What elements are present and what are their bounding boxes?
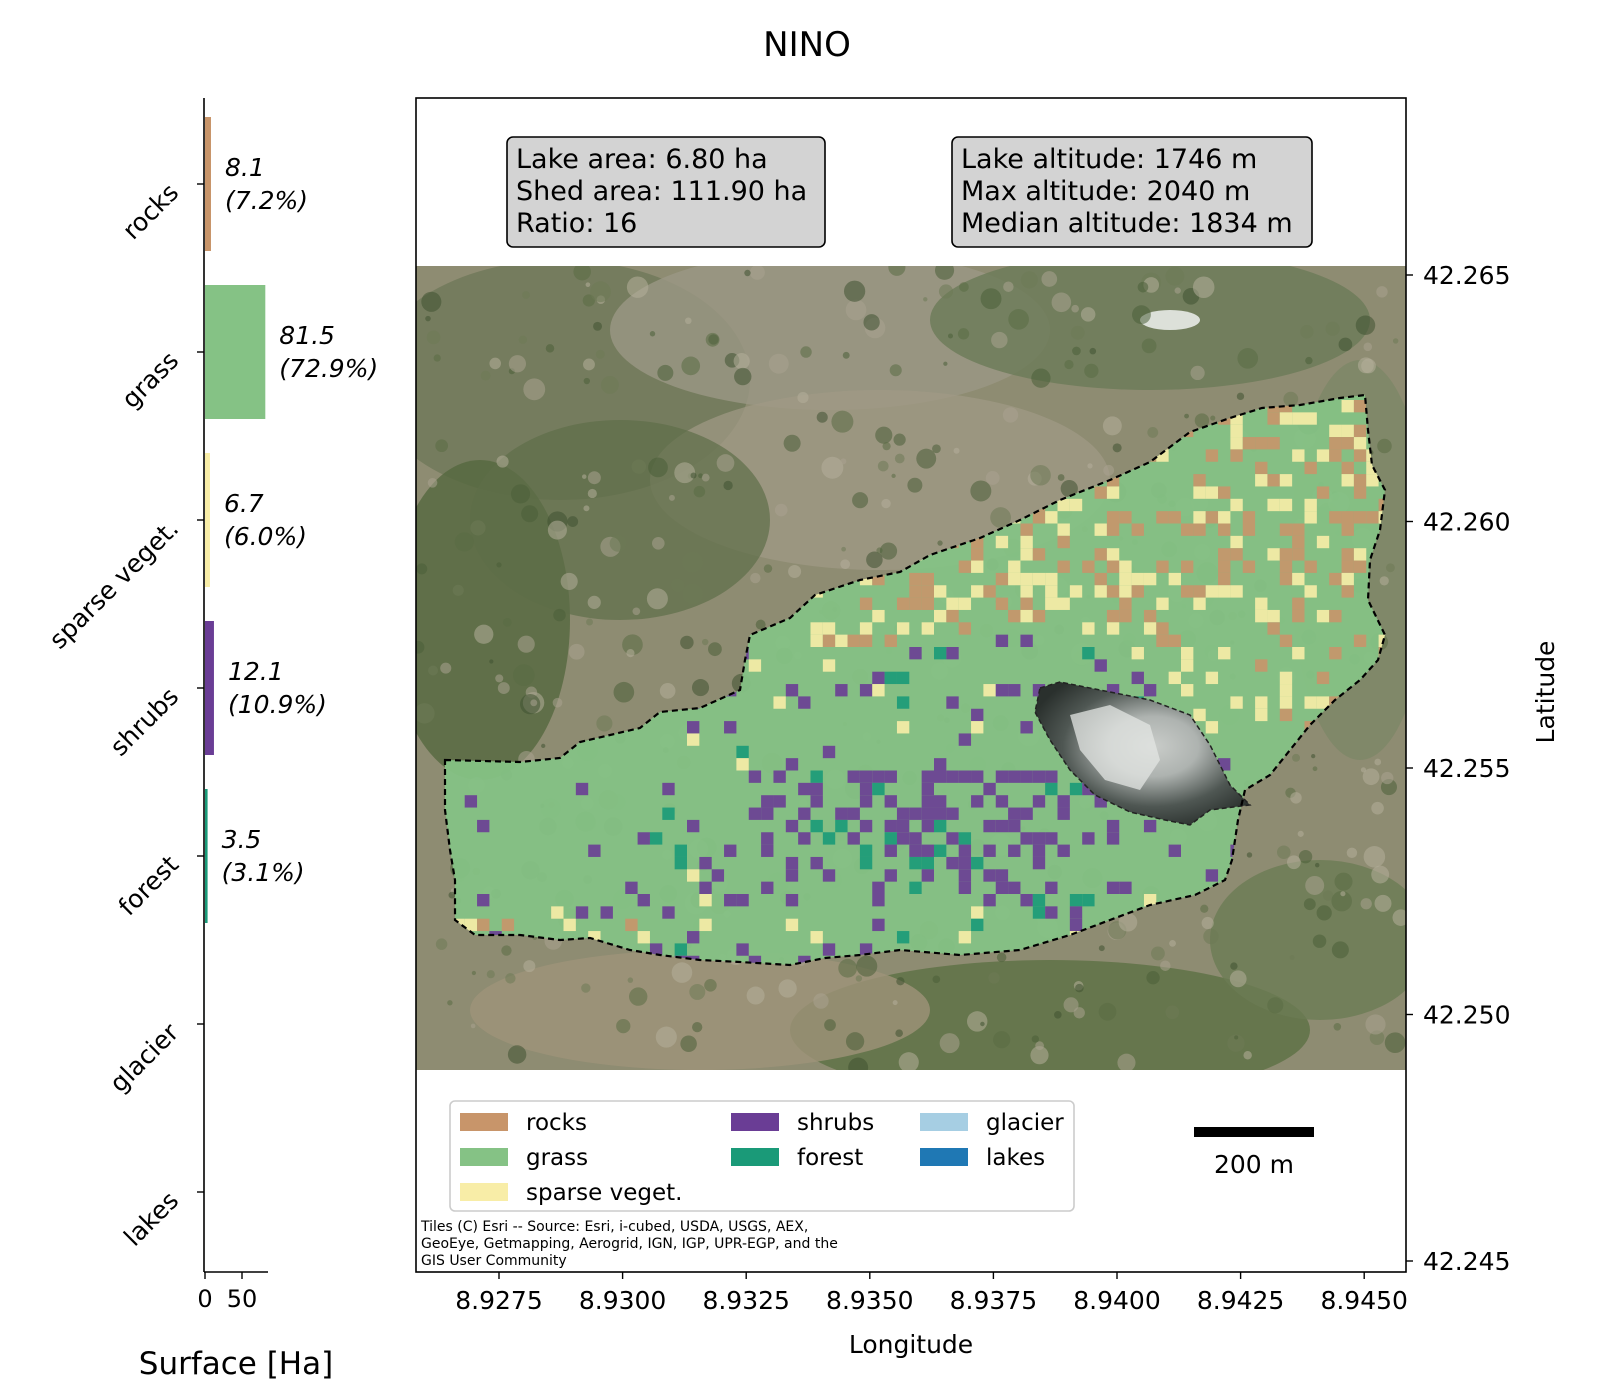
bar-chart-xlabel: Surface [Ha] — [139, 1346, 333, 1382]
info-lake-area: Lake area: 6.80 ha — [516, 144, 768, 175]
legend-label: rocks — [526, 1110, 587, 1136]
legend-swatch — [920, 1113, 968, 1131]
map-ytick-label: 42.245 — [1423, 1247, 1510, 1276]
bar-rocks — [205, 117, 211, 251]
bar-category-label: forest — [113, 850, 185, 922]
legend-label: lakes — [986, 1145, 1045, 1171]
attribution: Tiles (C) Esri -- Source: Esri, i-cubed,… — [420, 1219, 838, 1269]
legend-label: glacier — [986, 1110, 1064, 1136]
info-box-lake-shed: Lake area: 6.80 ha Shed area: 111.90 ha … — [506, 136, 826, 248]
bar-value-label: 81.5 — [279, 321, 335, 350]
map-xtick-label: 8.9450 — [1320, 1286, 1407, 1315]
bar-category-label: lakes — [118, 1186, 184, 1252]
legend-label: shrubs — [797, 1110, 874, 1136]
bar-percent-label: (72.9%) — [279, 354, 378, 383]
bar-category-label: sparse veget. — [44, 514, 185, 655]
info-median-altitude: Median altitude: 1834 m — [961, 208, 1293, 239]
bar-xtick-label-0: 0 — [197, 1285, 212, 1313]
map-ytick-label: 42.255 — [1423, 754, 1510, 783]
bar-sparse-veget — [205, 453, 210, 587]
bar-forest — [205, 789, 208, 923]
bar-category-label: glacier — [104, 1017, 185, 1098]
bar-xtick-label-50: 50 — [227, 1285, 258, 1313]
map-ytick-label: 42.265 — [1423, 261, 1510, 290]
bar-value-label: 6.7 — [224, 489, 264, 518]
map-xtick-label: 8.9400 — [1073, 1286, 1160, 1315]
bar-percent-label: (3.1%) — [222, 858, 305, 887]
legend-swatch — [460, 1113, 508, 1131]
bar-percent-label: (7.2%) — [225, 186, 308, 215]
map-xtick-label: 8.9350 — [826, 1286, 913, 1315]
map-xtick-label: 8.9425 — [1197, 1286, 1284, 1315]
map-ytick-label: 42.250 — [1423, 1001, 1510, 1030]
bar-grass — [205, 285, 266, 419]
map-xtick-label: 8.9375 — [950, 1286, 1037, 1315]
legend: rocks grass sparse veget. shrubs forest glaci… — [449, 1100, 1075, 1212]
info-ratio: Ratio: 16 — [516, 208, 637, 239]
scale-bar-line — [1194, 1127, 1314, 1137]
map-axes: Lake area: 6.80 ha Shed area: 111.90 ha … — [415, 97, 1560, 1359]
bar-category-label: grass — [116, 346, 184, 414]
info-max-altitude: Max altitude: 2040 m — [961, 176, 1250, 207]
legend-label: forest — [797, 1145, 863, 1171]
info-lake-altitude: Lake altitude: 1746 m — [961, 144, 1257, 175]
info-box-altitudes: Lake altitude: 1746 m Max altitude: 2040… — [951, 136, 1313, 248]
bar-value-label: 3.5 — [222, 825, 262, 854]
legend-swatch — [920, 1148, 968, 1166]
bar-shrubs — [205, 621, 214, 755]
attribution-line-2: GeoEye, Getmapping, Aerogrid, IGN, IGP, … — [421, 1236, 838, 1252]
scale-bar: 200 m — [1194, 1127, 1314, 1179]
legend-swatch — [460, 1183, 508, 1201]
map-xtick-label: 8.9300 — [579, 1286, 666, 1315]
bar-value-label: 12.1 — [228, 657, 284, 686]
attribution-line-1: Tiles (C) Esri -- Source: Esri, i-cubed,… — [420, 1219, 808, 1235]
map-xtick-label: 8.9325 — [702, 1286, 789, 1315]
legend-label: sparse veget. — [526, 1180, 682, 1206]
map-ylabel: Latitude — [1531, 641, 1560, 744]
map-xtick-label: 8.9275 — [455, 1286, 542, 1315]
legend-swatch — [460, 1148, 508, 1166]
bar-value-label: 8.1 — [225, 153, 265, 182]
bar-category-label: shrubs — [104, 682, 184, 762]
bar-category-label: rocks — [117, 178, 184, 245]
map-ytick-label: 42.260 — [1423, 508, 1510, 537]
legend-swatch — [731, 1148, 779, 1166]
map-xlabel: Longitude — [849, 1330, 973, 1359]
bar-percent-label: (6.0%) — [224, 522, 307, 551]
surface-bar-chart: 8.1 (7.2%) 81.5 (72.9%) 6.7 (6.0%) 12.1 (10.9%)… — [44, 98, 378, 1382]
attribution-line-3: GIS User Community — [421, 1253, 567, 1269]
info-shed-area: Shed area: 111.90 ha — [516, 176, 807, 207]
bar-percent-label: (10.9%) — [228, 690, 327, 719]
figure-title: NINO — [763, 25, 851, 65]
legend-swatch — [731, 1113, 779, 1131]
scale-bar-label: 200 m — [1214, 1150, 1294, 1179]
lake-glare — [1070, 705, 1160, 790]
map-frame — [415, 97, 1407, 1273]
legend-label: grass — [526, 1145, 588, 1171]
